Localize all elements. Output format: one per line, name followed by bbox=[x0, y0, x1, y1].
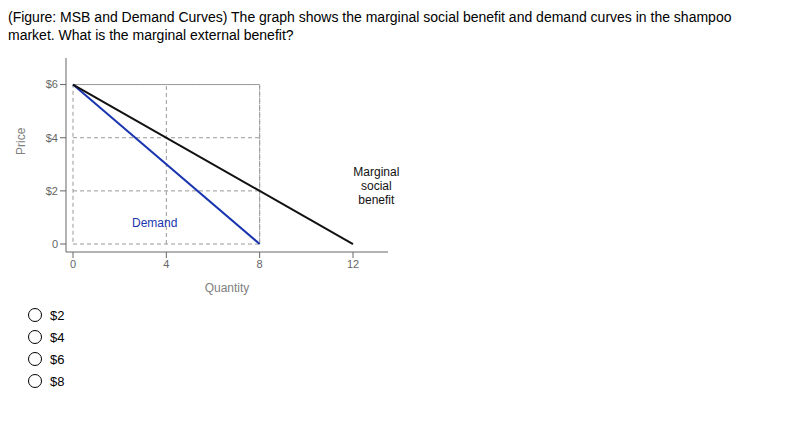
html-text:$2: $2 bbox=[50, 307, 65, 323]
html-text:(Figure: MSB and Demand Curves: (Figure: MSB and Demand Curves) The grap… bbox=[8, 9, 732, 25]
html-text:$6: $6 bbox=[50, 351, 65, 367]
html-text:$8: $8 bbox=[50, 373, 65, 389]
svg-text:Demand: Demand bbox=[132, 216, 177, 230]
svg-text:$6: $6 bbox=[46, 78, 58, 90]
svg-text:0: 0 bbox=[70, 258, 76, 270]
svg-text:$4: $4 bbox=[46, 132, 58, 144]
html-text:$4: $4 bbox=[50, 329, 65, 345]
svg-text:$2: $2 bbox=[46, 185, 58, 197]
svg-text:Quantity: Quantity bbox=[205, 281, 250, 295]
svg-text:12: 12 bbox=[347, 258, 359, 270]
svg-text:Marginalsocialbenefit: Marginalsocialbenefit bbox=[353, 165, 399, 207]
html-text:market. What is the marginal e: market. What is the marginal external be… bbox=[8, 27, 294, 43]
svg-text:0: 0 bbox=[52, 238, 58, 250]
svg-text:Price: Price bbox=[14, 127, 28, 155]
svg-text:4: 4 bbox=[163, 258, 169, 270]
svg-text:8: 8 bbox=[257, 258, 263, 270]
